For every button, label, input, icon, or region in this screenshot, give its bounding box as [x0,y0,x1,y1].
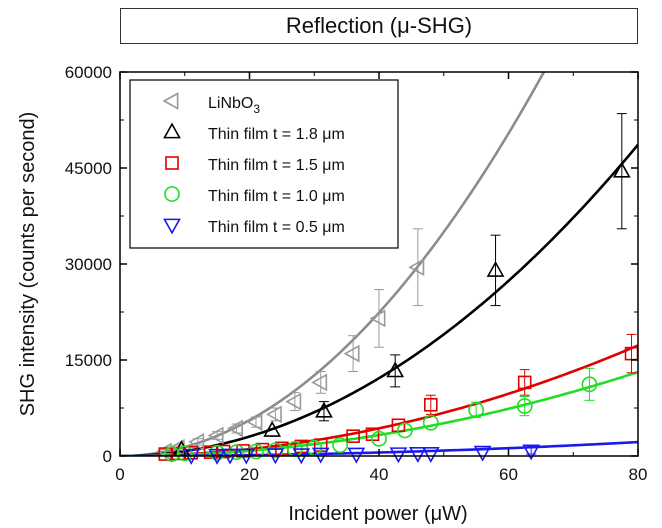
y-tick-label: 60000 [65,63,112,82]
legend-marker [162,92,179,110]
legend-marker [163,218,181,235]
legend-label: LiNbO3 [208,95,260,116]
data-point [203,445,218,459]
data-point [386,361,405,378]
data-point [473,445,492,462]
legend-label: Thin film t = 1.5 μm [208,157,345,174]
data-point [517,375,532,390]
fit-curve-1 [120,143,638,456]
data-point [408,447,427,463]
y-axis-title: SHG intensity (counts per second) [17,112,39,417]
data-point [285,392,302,411]
data-point [347,447,366,464]
data-point [158,447,173,461]
y-tick-label: 15000 [65,351,112,370]
legend-label: Thin film t = 1.8 μm [208,126,345,143]
axes: 0 20 40 60 80 0 15000 30000 45000 60000 [65,63,648,484]
data-point [486,260,505,277]
data-point [421,447,440,463]
legend: LiNbO3 Thin film t = 1.8 μm Thin film t = … [129,79,399,249]
data-point [371,430,387,447]
data-point [263,420,282,437]
data-point [408,258,425,277]
x-tick-label: 20 [240,465,259,484]
data-point [516,398,533,415]
x-tick-label: 80 [629,465,648,484]
data-point [468,401,485,418]
data-point [612,161,631,178]
data-point [423,397,438,412]
data-point [332,437,349,454]
data-point [188,433,205,451]
data-point [163,446,180,463]
data-point [369,309,386,328]
data-point [246,413,263,431]
legend-marker [164,186,180,202]
data-point [311,447,330,464]
y-tick-label: 30000 [65,255,112,274]
data-point [207,426,224,445]
data-point [176,445,193,462]
data-point [315,401,333,418]
plot-layer [120,72,639,465]
legend-marker [163,122,181,139]
data-point [265,405,282,424]
data-point [343,344,360,363]
series-1 [172,113,631,457]
x-tick-label: 0 [115,465,124,484]
legend-label-subscript: 3 [253,102,260,116]
legend-label: Thin film t = 1.0 μm [208,188,345,205]
data-point [396,422,413,439]
data-point [422,414,439,431]
y-tick-label: 0 [103,447,112,466]
chart-title: Reflection (μ-SHG) [120,8,638,44]
data-point [311,373,328,392]
x-tick-label: 60 [499,465,518,484]
series-0 [155,228,425,461]
data-point [522,444,541,461]
y-tick-label: 45000 [65,159,112,178]
legend-marker [165,156,179,170]
x-axis-title: Incident power (μW) [288,503,467,525]
x-tick-label: 40 [370,465,389,484]
data-point [389,447,408,464]
series-3 [163,367,598,463]
legend-label: Thin film t = 0.5 μm [208,219,345,236]
data-point [581,376,598,393]
data-point [227,419,243,438]
data-point [346,429,360,443]
data-point [228,444,245,461]
